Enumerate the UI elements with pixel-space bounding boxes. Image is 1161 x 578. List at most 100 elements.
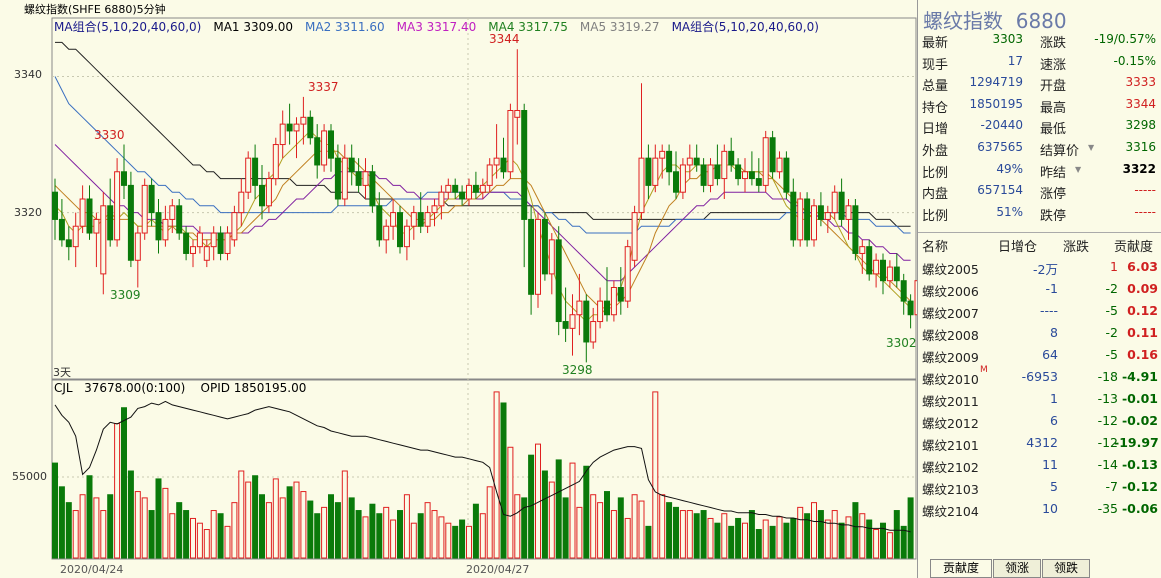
rank-change: -18: [1097, 369, 1118, 384]
candle-body: [100, 205, 107, 275]
rank-row[interactable]: 螺纹2005 -2万 1 6.03: [918, 259, 1161, 279]
volume-bar: [272, 478, 279, 559]
volume-bar: [72, 510, 79, 559]
volume-bar: [569, 462, 576, 559]
volume-bar: [686, 510, 693, 559]
candle-body: [604, 300, 610, 316]
quote-label: 内盘: [922, 187, 949, 203]
rank-column-header[interactable]: 贡献度: [1114, 240, 1154, 255]
opid-line: [54, 400, 911, 533]
rank-position-change: 10: [1042, 501, 1058, 516]
candle-body: [673, 171, 679, 193]
volume-bar: [817, 510, 824, 559]
rank-row[interactable]: 螺纹2012 6 -12 -0.02: [918, 413, 1161, 433]
volume-bar: [597, 502, 604, 559]
tab-contribution[interactable]: 贡献度: [930, 559, 992, 578]
quote-value: 657154: [977, 183, 1023, 198]
quote-label: 总量: [922, 79, 949, 95]
volume-bar: [438, 516, 445, 559]
candle-body: [528, 218, 535, 295]
candle-body: [638, 157, 645, 214]
dropdown-arrow-icon[interactable]: ▼: [1075, 164, 1082, 174]
rank-name: 螺纹2101: [922, 438, 979, 453]
volume-bar: [507, 446, 514, 559]
candle-body: [900, 280, 907, 302]
rank-row[interactable]: 螺纹2007 ---- -5 0.12: [918, 303, 1161, 323]
volume-bar: [114, 423, 121, 559]
rank-row[interactable]: 螺纹2103 5 -7 -0.12: [918, 479, 1161, 499]
volume-bar: [610, 510, 617, 559]
volume-bar: [466, 525, 472, 559]
rank-column-header[interactable]: 涨跌: [1063, 240, 1090, 255]
volume-bar: [93, 497, 100, 559]
volume-bar: [293, 481, 300, 559]
rank-column-header[interactable]: 名称: [922, 240, 949, 255]
rank-row[interactable]: 螺纹2010 M -6953 -18 -4.91: [918, 365, 1161, 389]
volume-bar: [900, 525, 907, 559]
rank-row[interactable]: 螺纹2104 10 -35 -0.06: [918, 501, 1161, 521]
rank-row[interactable]: 螺纹2102 11 -14 -0.13: [918, 457, 1161, 477]
tab-top-losers[interactable]: 领跌: [1042, 559, 1090, 578]
rank-name: 螺纹2010: [922, 372, 979, 387]
instrument-name: 螺纹指数: [923, 9, 1003, 33]
candle-body: [65, 239, 72, 248]
volume-bar: [355, 510, 362, 559]
candle-body: [417, 212, 424, 227]
candle-body: [272, 144, 279, 180]
volume-bar: [783, 522, 790, 559]
rank-contribution: 0.12: [1127, 303, 1158, 318]
volume-bar: [886, 532, 893, 559]
volume-bar: [679, 510, 686, 559]
volume-bar: [859, 513, 866, 559]
volume-bar: [604, 491, 610, 559]
volume-bar: [348, 497, 355, 559]
candle-body: [438, 191, 445, 207]
rank-position-change: 1: [1050, 391, 1058, 406]
volume-bar: [762, 519, 769, 559]
candle-body: [576, 300, 583, 316]
rank-row[interactable]: 螺纹2101 4312 -12 -19.97: [918, 435, 1161, 455]
candle-body: [390, 212, 397, 227]
rank-position-change: 8: [1050, 325, 1058, 340]
candle-body: [507, 110, 514, 173]
volume-bar: [742, 522, 748, 559]
dropdown-arrow-icon[interactable]: ▼: [1088, 143, 1095, 152]
volume-indicator-name: CJL: [54, 381, 73, 395]
rank-row[interactable]: 螺纹2006 -1 -2 0.09: [918, 281, 1161, 301]
rank-row[interactable]: 螺纹2008 8 -2 0.11: [918, 325, 1161, 345]
volume-bar: [541, 470, 548, 559]
volume-bar: [376, 513, 383, 559]
candle-body: [617, 287, 624, 302]
quote-value: 3322: [1122, 161, 1156, 176]
candle-body: [369, 171, 376, 207]
candle-body: [707, 164, 714, 186]
candle-body: [238, 191, 245, 214]
candle-body: [514, 110, 521, 118]
main-contract-mark: M: [980, 365, 988, 375]
candle-body: [562, 321, 569, 329]
candle-body: [486, 164, 493, 186]
volume-bar: [880, 522, 886, 559]
kline-chart[interactable]: [0, 0, 917, 578]
candle-body: [286, 123, 293, 132]
candle-body: [121, 171, 127, 186]
volume-bar: [231, 502, 238, 559]
volume-bar: [617, 497, 624, 559]
candle-body: [742, 171, 748, 180]
volume-bar: [652, 391, 659, 559]
volume-bar: [852, 502, 859, 559]
volume-bar: [555, 459, 562, 559]
candle-body: [58, 218, 65, 241]
quote-value: 1294719: [969, 75, 1023, 90]
candle-body: [831, 191, 838, 214]
rank-row[interactable]: 螺纹2011 1 -13 -0.01: [918, 391, 1161, 411]
rank-contribution: -0.01: [1121, 391, 1158, 406]
candle-body: [424, 212, 431, 227]
candle-body: [79, 198, 86, 227]
rank-column-header[interactable]: 日增仓: [998, 240, 1038, 255]
ma-legend-item: MA1 3309.00: [213, 20, 293, 34]
rank-change: 1: [1110, 259, 1118, 274]
rank-row[interactable]: 螺纹2009 64 -5 0.16: [918, 347, 1161, 367]
tab-top-gainers[interactable]: 领涨: [993, 559, 1041, 578]
volume-bar: [65, 502, 72, 559]
